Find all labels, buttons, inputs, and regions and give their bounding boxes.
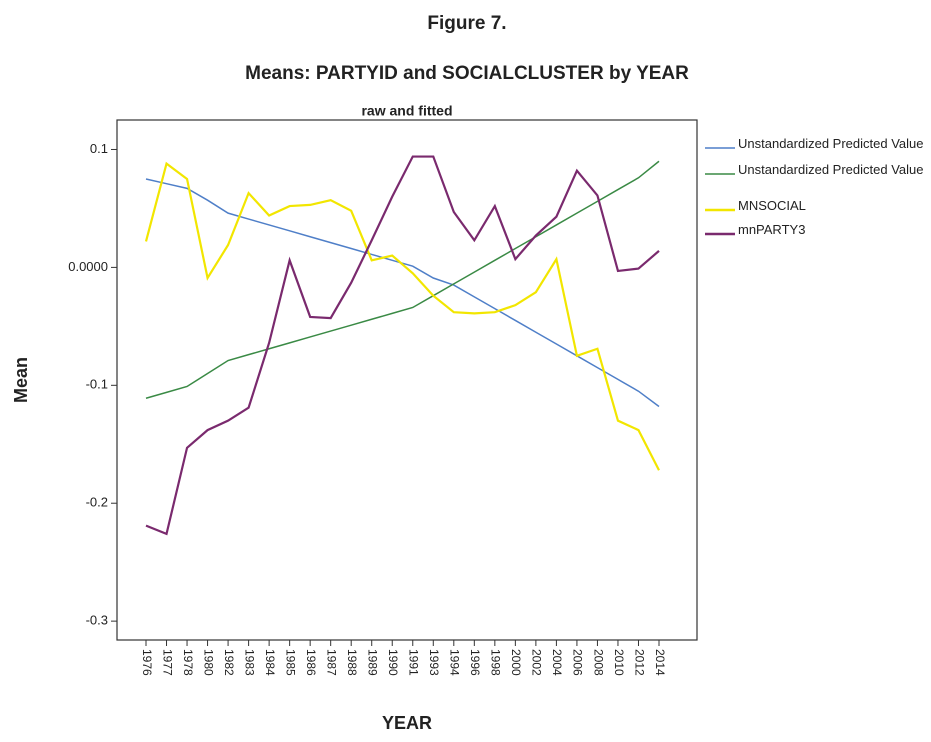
chart-title: Means: PARTYID and SOCIALCLUSTER by YEAR [245,63,689,84]
x-tick-label: 1986 [304,649,318,676]
x-tick-label: 1991 [407,649,421,676]
x-tick-label: 1982 [222,649,236,676]
x-tick-label: 2004 [550,649,564,676]
x-tick-label: 1993 [427,649,441,676]
x-tick-label: 1978 [181,649,195,676]
x-tick-label: 2006 [571,649,585,676]
plot-frame [116,119,698,641]
x-tick-label: 2012 [632,649,646,676]
legend-label: MNSOCIAL [738,198,806,213]
x-tick-label: 1976 [140,649,154,676]
y-tick-label: -0.1 [86,377,108,392]
chart-subtitle: raw and fitted [361,103,452,119]
x-tick-label: 1983 [242,649,256,676]
x-tick-label: 1984 [263,649,277,676]
legend-label: mnPARTY3 [738,222,806,237]
figure-label: Figure 7. [427,13,506,34]
x-tick-label: 1988 [345,649,359,676]
x-tick-label: 1985 [283,649,297,676]
x-tick-label: 1990 [386,649,400,676]
x-tick-label: 2000 [509,649,523,676]
x-tick-label: 1977 [160,649,174,676]
x-tick-label: 1994 [448,649,462,676]
x-tick-label: 2010 [612,649,626,676]
series-line [145,178,660,408]
legend-label: Unstandardized Predicted Value [738,162,924,177]
series-line [145,160,660,399]
x-axis-label: YEAR [382,713,432,733]
y-axis-label: Mean [11,357,31,403]
series-line [145,155,660,536]
y-tick-label: -0.3 [86,613,108,628]
x-tick-label: 1980 [201,649,215,676]
x-tick-label: 1989 [366,649,380,676]
x-tick-label: 2008 [591,649,605,676]
y-tick-label: 0.0000 [68,259,108,274]
x-tick-label: 1998 [489,649,503,676]
y-tick-label: 0.1 [90,141,108,156]
x-tick-label: 2014 [653,649,667,676]
x-tick-label: 1987 [325,649,339,676]
x-tick-label: 1996 [468,649,482,676]
series-line [144,161,660,471]
legend-label: Unstandardized Predicted Value [738,136,924,151]
y-tick-label: -0.2 [86,495,108,510]
x-tick-label: 2002 [530,649,544,676]
